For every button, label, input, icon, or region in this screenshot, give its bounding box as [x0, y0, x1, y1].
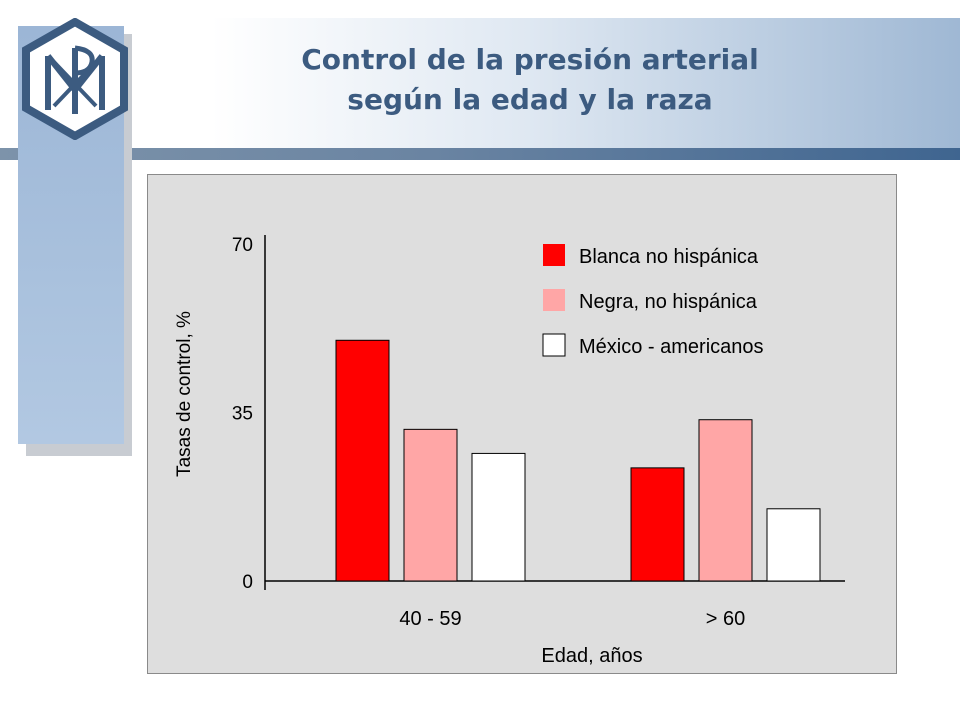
bar-2-2 — [698, 419, 753, 582]
header-stripe — [0, 148, 960, 160]
bar-3-2 — [766, 508, 821, 582]
chi-rho-hexagon-logo-icon — [22, 18, 128, 140]
bar-1-2 — [630, 467, 685, 582]
title-line-1: Control de la presión arterial — [301, 43, 759, 76]
x-tick-label: > 60 — [706, 608, 745, 630]
slide-title: Control de la presión arterial según la … — [240, 40, 820, 120]
y-tick-label: 0 — [242, 572, 253, 593]
bar-2-1 — [403, 428, 458, 582]
bar-3-1 — [471, 452, 526, 582]
y-tick-label: 35 — [232, 404, 253, 425]
x-tick-label: 40 - 59 — [399, 608, 461, 630]
legend-swatch-2 — [543, 289, 565, 311]
legend-label-3: México - americanos — [579, 336, 764, 358]
title-line-2: según la edad y la raza — [347, 83, 713, 116]
legend-label-2: Negra, no hispánica — [579, 291, 758, 313]
chart-frame — [147, 174, 897, 674]
legend-swatch-3 — [542, 333, 566, 357]
bar-1-1 — [335, 339, 390, 582]
x-axis-label: Edad, años — [541, 645, 642, 667]
legend-label-1: Blanca no hispánica — [579, 246, 759, 268]
legend-swatch-1 — [543, 244, 565, 266]
header-band — [0, 18, 960, 148]
y-tick-label: 70 — [232, 235, 253, 256]
y-axis-label: Tasas de control, % — [174, 311, 195, 477]
